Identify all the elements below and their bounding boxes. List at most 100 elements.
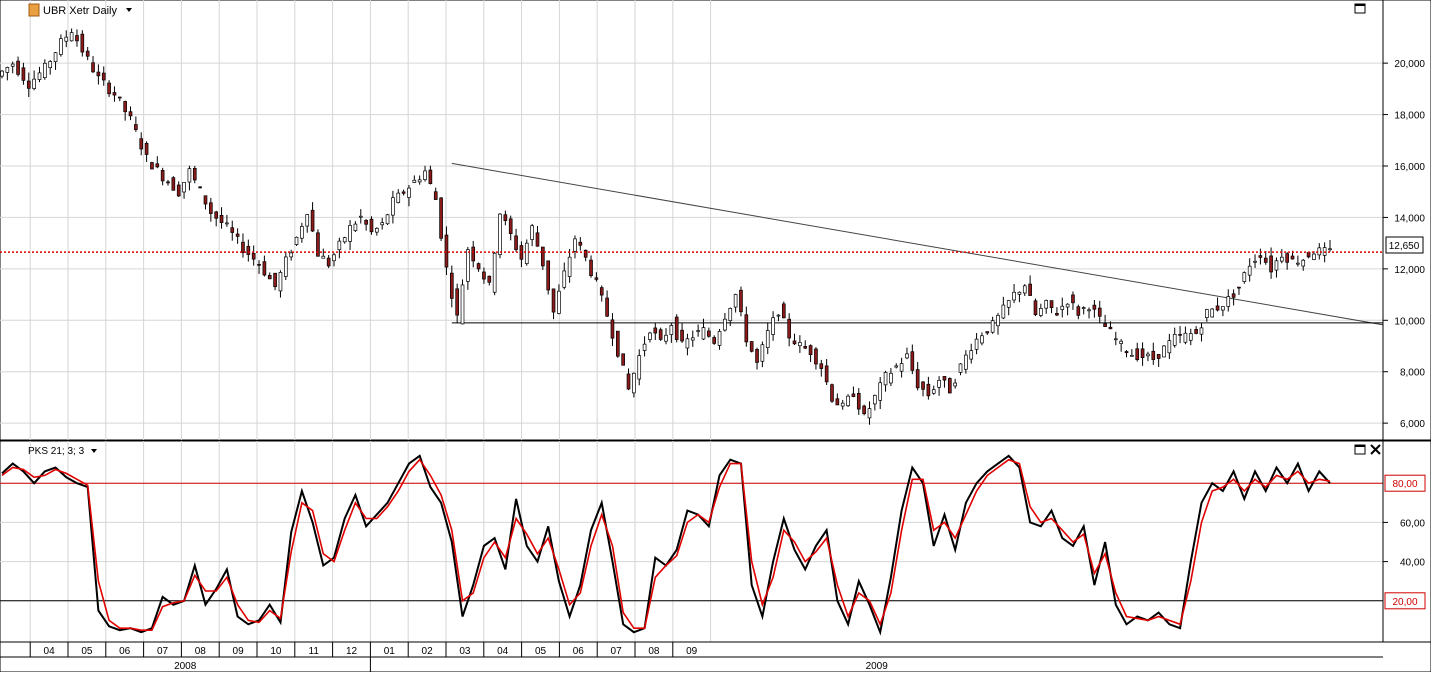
candle-body [187,168,192,183]
candle-body [814,348,818,365]
candle-body [819,363,824,369]
candle-body [792,340,797,345]
candle-body [530,225,534,240]
candle-body [337,240,342,251]
indicator-label: PKS 21; 3; 3 [28,446,85,457]
candle-body [615,330,620,357]
maximize-indicator-button[interactable] [1354,444,1366,455]
candle-body [21,67,26,81]
candle-body [583,249,588,258]
candle-body [1253,260,1257,263]
candle-body [134,124,138,130]
candle-body [182,181,186,193]
candle-body [578,241,583,246]
candle-body [107,82,111,95]
candle-body [947,378,952,394]
candle-body [1124,351,1129,354]
candle-body [1076,306,1081,316]
stochastic-level-label: 80,00 [1392,479,1417,490]
candle-body [1156,354,1161,359]
candle-body [375,227,379,233]
candle-body [846,395,850,407]
price-tick-label: 8,000 [1400,368,1425,379]
month-label: 04 [497,646,509,657]
candle-body [32,78,36,89]
candle-body [209,202,213,214]
month-label: 04 [44,646,56,657]
candle-body [192,168,197,181]
candle-body [1060,305,1065,310]
year-label: 2009 [866,661,889,672]
chevron-down-icon[interactable] [126,8,132,12]
candle-body [508,218,513,235]
month-label: 08 [648,646,660,657]
candle-body [1081,307,1086,309]
candle-body [214,211,219,219]
candle-body [300,226,304,239]
candle-body [830,384,834,402]
candle-body [541,246,545,267]
symbol-header[interactable]: UBR Xetr Daily [28,3,132,17]
candle-body [755,349,759,363]
candle-body [749,341,754,352]
stochastic-levels [0,482,1383,602]
candle-body [37,72,42,80]
candle-body [626,373,631,390]
candle-body [664,334,668,342]
candle-body [1033,300,1038,316]
candle-body [1263,257,1268,263]
downtrend-line[interactable] [451,162,1431,353]
chevron-down-icon[interactable] [91,449,97,453]
candle-body [707,330,711,337]
candle-body [439,197,443,239]
candle-body [326,257,331,267]
stochastic-axis: 40,00 60,00 80,00 20,00 [1382,440,1431,643]
candle-body [1296,262,1300,265]
candle-body [176,184,181,197]
close-icon[interactable] [1370,444,1381,455]
candle-body [294,236,299,245]
candle-body [289,252,293,258]
candle-body [760,344,765,362]
candle-body [1097,307,1102,317]
candle-body [658,329,663,340]
close-indicator-button[interactable] [1370,444,1381,455]
candle-body [1028,283,1032,296]
indicator-header[interactable]: PKS 21; 3; 3 [28,446,97,457]
candle-body [144,143,149,155]
candle-body [498,213,502,255]
candle-body [69,32,74,42]
stochastic-tick-label: 40,00 [1400,558,1425,569]
candle-body [835,398,840,406]
candle-body [723,318,727,331]
month-label: 05 [535,646,547,657]
candle-body [246,245,251,255]
candle-body [840,402,845,407]
candle-body [43,62,47,79]
candle-body [1328,248,1332,251]
candle-body [91,62,95,73]
candle-body [883,372,888,386]
candle-body [1290,255,1295,260]
candle-body [348,225,352,242]
candle-body [873,395,877,405]
candle-body [1188,333,1193,341]
candle-body [669,325,674,335]
candle-body [1285,253,1289,263]
candle-body [1108,326,1113,330]
month-label: 05 [81,646,93,657]
candle-body [808,345,813,355]
stochastic-panel-frame [0,440,1384,643]
month-label: 03 [459,646,471,657]
candle-body [150,162,154,170]
candle-body [862,405,866,415]
candle-body [894,365,899,368]
candle-body [278,272,283,292]
candle-body [980,335,984,344]
candle-body [401,191,406,194]
candle-body [1055,313,1059,316]
maximize-price-panel-button[interactable] [1354,3,1366,14]
month-label: 01 [384,646,396,657]
month-label: 02 [422,646,434,657]
